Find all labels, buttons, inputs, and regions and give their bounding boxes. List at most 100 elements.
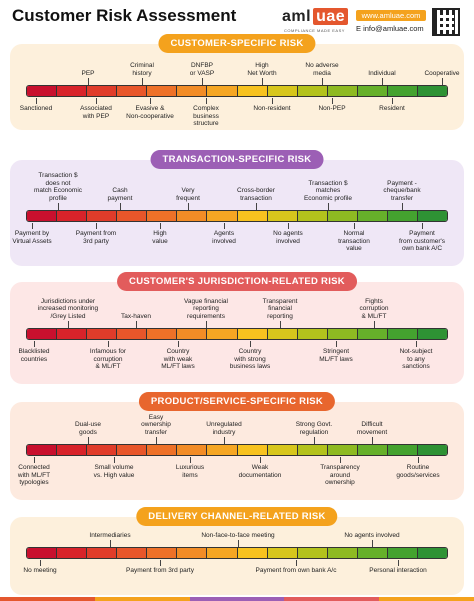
label-connector [372,540,373,547]
risk-bar-segment [418,86,447,96]
top-risk-label: Transaction $ matches Economic profile [303,179,353,202]
label-connector [160,223,161,229]
label-connector [328,203,329,210]
top-risk-label: Cross-border transaction [237,187,275,202]
risk-bar-segment [57,329,88,339]
label-connector [88,78,89,85]
risk-bar-segment [357,548,388,558]
label-connector [96,223,97,229]
label-connector [392,98,393,104]
risk-bar-segment [207,445,238,455]
risk-bar-segment [207,211,238,221]
risk-bar-segment [357,329,388,339]
label-connector [280,321,281,328]
label-connector [416,341,417,347]
bottom-risk-label: Country with strong business laws [229,348,271,370]
label-connector [374,321,375,328]
risk-bar-segment [297,329,328,339]
label-connector [224,437,225,444]
risk-bar-segment [207,329,238,339]
risk-bar-segment [177,211,208,221]
label-connector [354,223,355,229]
top-risk-label: Transparent financial reporting [262,297,298,320]
risk-bar-segment [27,86,58,96]
risk-bar-segment [267,211,298,221]
top-risk-label: Individual [368,69,396,77]
risk-bar-segment [418,548,447,558]
contact-info: www.amluae.com E info@amluae.com [356,10,426,33]
risk-bar-segment [418,329,447,339]
risk-section-4: PRODUCT/SERVICE-SPECIFIC RISK Dual-use goo… [10,392,464,500]
label-connector [398,560,399,566]
label-connector [422,223,423,229]
bottom-risk-label: Associated with PEP [80,105,112,120]
section-title: PRODUCT/SERVICE-SPECIFIC RISK [138,392,336,411]
risk-bar-segment [177,445,208,455]
top-risk-label: Cooperative [424,69,460,77]
bottom-risk-label: Payment by Virtual Assets [12,230,52,245]
label-connector [36,98,37,104]
top-risk-label: Jurisdictions under increased monitoring /… [37,297,99,320]
risk-gradient-bar [26,85,448,97]
label-connector [332,98,333,104]
label-connector [142,78,143,85]
risk-bar-segment [87,329,118,339]
bottom-risk-label: Non-PEP [318,105,346,112]
risk-bar-segment [27,329,58,339]
bottom-risk-label: Weak documentation [238,464,282,479]
label-connector [150,98,151,104]
bottom-risk-label: Connected with ML/FT typologies [17,464,51,486]
bottom-risk-label: Blacklisted countries [18,348,50,363]
top-risk-label: Vague financial reporting requirements [184,297,228,320]
risk-section-5: DELIVERY CHANNEL-RELATED RISK Intermediar… [10,507,464,595]
website-link[interactable]: www.amluae.com [356,10,426,21]
section-title: CUSTOMER-SPECIFIC RISK [158,34,316,53]
footer-color-strip [0,597,474,601]
logo-part-aml: aml [282,8,312,25]
top-risk-label: Criminal history [130,62,154,77]
section-title: DELIVERY CHANNEL-RELATED RISK [136,507,338,526]
email-link[interactable]: E info@amluae.com [356,24,424,33]
risk-bar-segment [177,548,208,558]
label-connector [156,437,157,444]
risk-bar-segment [57,548,88,558]
label-connector [260,457,261,463]
qr-code-icon[interactable] [432,8,460,36]
risk-bar-segment [267,86,298,96]
label-connector [88,437,89,444]
label-connector [202,78,203,85]
label-connector [336,341,337,347]
label-connector [322,78,323,85]
risk-bar-segment [237,548,268,558]
risk-bar-segment [207,548,238,558]
risk-bar-segment [237,329,268,339]
label-connector [96,98,97,104]
top-risk-label: Cash payment [107,187,133,202]
risk-bar-segment [297,86,328,96]
bottom-risk-label: Stringent ML/FT laws [319,348,353,363]
label-connector [238,540,239,547]
risk-section-2: TRANSACTION-SPECIFIC RISK Transaction $ do… [10,150,464,266]
bottom-risk-label: Transparency around ownership [320,464,360,486]
label-connector [372,437,373,444]
risk-bar-segment [27,445,58,455]
label-connector [296,560,297,566]
risk-bar-segment [87,445,118,455]
bottom-risk-label: Complex business structure [193,105,219,127]
risk-bar-segment [87,211,118,221]
label-connector [58,203,59,210]
label-connector [120,203,121,210]
risk-bar-segment [418,211,447,221]
risk-section-1: CUSTOMER-SPECIFIC RISK PEP Criminal history… [10,34,464,130]
bottom-risk-label: Payment from customer's own bank A/C [398,230,446,252]
bottom-risk-label: Infamous for corruption & ML/FT [89,348,127,370]
risk-bar-segment [117,86,148,96]
risk-bar-segment [387,86,419,96]
risk-bar-segment [147,211,178,221]
label-connector [34,341,35,347]
top-risk-label: Tax-haven [121,312,151,320]
top-risk-label: DNFBP or VASP [189,62,215,77]
label-connector [34,457,35,463]
label-connector [382,78,383,85]
top-risk-label: Very frequent [176,187,200,202]
